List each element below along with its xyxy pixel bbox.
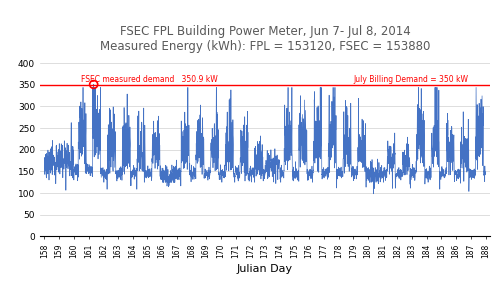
Text: FSEC measured demand   350.9 kW: FSEC measured demand 350.9 kW [81, 75, 218, 84]
Title: FSEC FPL Building Power Meter, Jun 7- Jul 8, 2014
Measured Energy (kWh): FPL = 1: FSEC FPL Building Power Meter, Jun 7- Ju… [100, 25, 430, 53]
Text: July Billing Demand = 350 kW: July Billing Demand = 350 kW [353, 75, 468, 84]
X-axis label: Julian Day: Julian Day [237, 264, 293, 274]
